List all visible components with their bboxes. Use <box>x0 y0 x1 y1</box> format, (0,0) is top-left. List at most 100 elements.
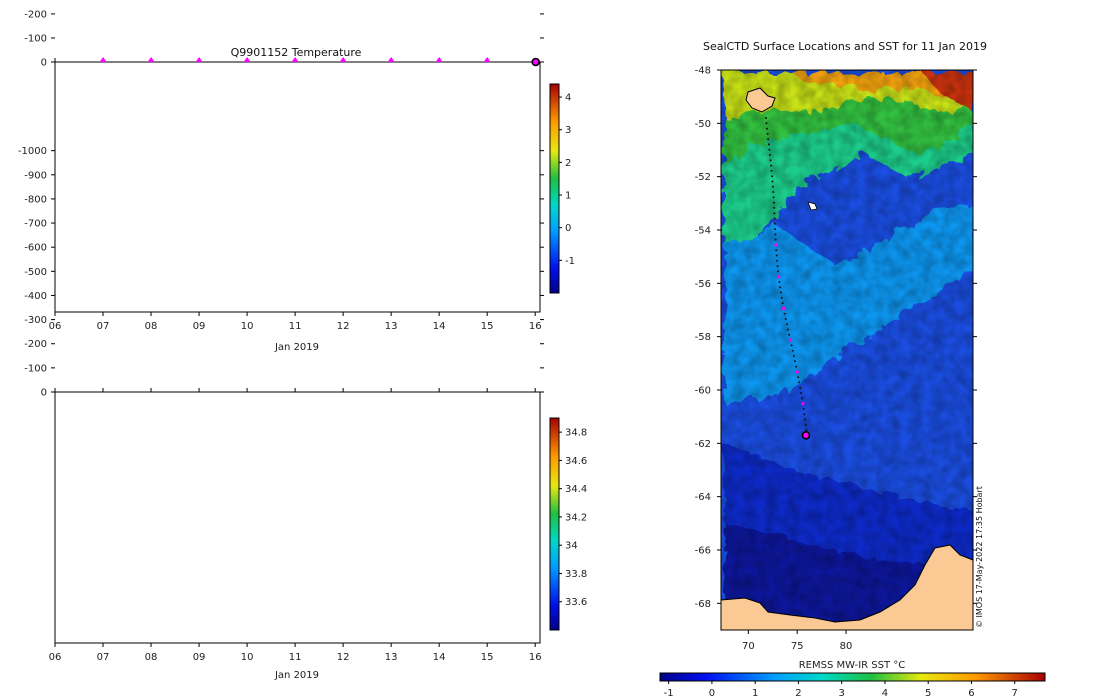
x-tick-label: 16 <box>529 652 542 663</box>
track-point <box>791 349 794 352</box>
track-point <box>773 217 776 220</box>
sst-colorbar-tick-label: 6 <box>968 688 974 699</box>
seal-current-location <box>801 430 811 440</box>
lat-tick-label: -50 <box>695 119 711 130</box>
y-tick-label: -300 <box>24 315 47 326</box>
sst-colorbar-tick-label: 7 <box>1012 688 1018 699</box>
track-point <box>784 318 787 320</box>
x-tick-label: 08 <box>145 321 158 332</box>
map-lon-axis: 70 75 80 <box>742 630 852 652</box>
track-point <box>801 402 805 406</box>
track-point <box>771 180 774 183</box>
sst-colorbar-label: REMSS MW-IR SST °C <box>799 660 906 671</box>
profile-marker <box>99 57 107 62</box>
track-point <box>786 328 789 331</box>
x-tick-label: 11 <box>289 321 302 332</box>
salinity-panel: 0-100-200-300-400-500-600-700-800-900-10… <box>18 146 587 681</box>
colorbar-tick-label: -1 <box>565 256 575 267</box>
lat-tick-label: -58 <box>695 332 711 343</box>
colorbar-tick-label: 33.6 <box>565 597 587 608</box>
track-point <box>772 196 775 199</box>
x-tick-label: 12 <box>337 321 350 332</box>
track-point <box>775 254 778 257</box>
temperature-x-axis: 06 07 08 09 10 11 12 13 14 15 16 <box>49 58 542 332</box>
track-point <box>804 423 807 426</box>
track-point <box>798 381 801 384</box>
sst-colorbar-frame <box>659 672 1046 682</box>
sst-colorbar-ticks: -1 0 1 2 3 4 5 6 7 <box>664 681 1018 699</box>
temperature-title: Q9901152 Temperature <box>231 46 362 59</box>
profile-marker <box>291 57 299 62</box>
colorbar-tick-label: 0 <box>565 223 571 234</box>
temperature-xlabel: Jan 2019 <box>274 342 319 353</box>
track-point <box>795 365 798 368</box>
y-tick-label: -900 <box>24 170 47 181</box>
track-point <box>801 397 803 400</box>
lon-tick-label: 70 <box>742 641 755 652</box>
track-point <box>769 159 772 162</box>
track-point <box>775 249 778 252</box>
x-tick-label: 08 <box>145 652 158 663</box>
x-tick-label: 15 <box>481 321 494 332</box>
colorbar-tick-label: 34.6 <box>565 456 587 467</box>
colorbar-tick-label: 3 <box>565 125 571 136</box>
sst-colorbar-tick-label: 5 <box>925 688 931 699</box>
x-tick-label: 06 <box>49 321 62 332</box>
track-point <box>805 429 808 431</box>
profile-marker <box>147 57 155 62</box>
y-tick-label: 0 <box>41 58 47 69</box>
x-tick-label: 07 <box>97 321 110 332</box>
track-point <box>767 138 770 141</box>
temperature-colorbar-frame <box>549 83 560 294</box>
temperature-colorbar-ticks: 4 3 2 1 0 -1 <box>559 93 575 267</box>
map-frame <box>720 69 974 631</box>
temperature-axes-frame <box>54 61 541 313</box>
x-tick-label: 16 <box>529 321 542 332</box>
current-profile-marker <box>531 57 540 67</box>
track-point <box>804 418 807 421</box>
track-point <box>773 222 776 225</box>
map-lat-axis: -48 -50 -52 -54 -56 -58 -60 -62 -64 -66 -68 <box>695 66 977 610</box>
track-point <box>767 143 770 146</box>
colorbar-tick-label: 2 <box>565 158 571 169</box>
track-point <box>777 270 780 273</box>
lon-tick-label: 80 <box>840 641 853 652</box>
track-point <box>774 233 777 236</box>
track-point <box>799 386 802 389</box>
profile-marker <box>483 57 491 62</box>
lat-tick-label: -48 <box>695 66 711 77</box>
x-tick-label: 10 <box>241 652 254 663</box>
track-point <box>788 338 792 342</box>
colorbar-tick-label: 33.8 <box>565 569 587 580</box>
profile-marker <box>243 57 251 62</box>
antarctic-land <box>721 544 973 630</box>
x-tick-label: 12 <box>337 652 350 663</box>
track-point <box>774 228 777 231</box>
track-point <box>771 175 774 178</box>
salinity-colorbar-ticks: 34.8 34.6 34.4 34.2 34 33.8 33.6 <box>559 428 587 608</box>
temperature-panel: Q9901152 Temperature 0 -100 -200 -300 -400 -5… <box>24 9 575 353</box>
x-tick-label: 10 <box>241 321 254 332</box>
y-tick-label: -700 <box>24 219 47 230</box>
salinity-axes-frame <box>54 391 541 644</box>
sst-map-panel: SealCTD Surface Locations and SST for 11… <box>659 40 1046 699</box>
lat-tick-label: -68 <box>695 599 711 610</box>
lon-tick-label: 75 <box>791 641 804 652</box>
track-point <box>766 127 768 130</box>
profile-marker <box>435 57 443 62</box>
salinity-colorbar-frame <box>549 417 560 631</box>
y-tick-label: -100 <box>24 33 47 44</box>
track-point <box>780 296 783 299</box>
x-tick-label: 07 <box>97 652 110 663</box>
lat-tick-label: -52 <box>695 172 711 183</box>
colorbar-tick-label: 4 <box>565 93 571 104</box>
colorbar-tick-label: 34 <box>565 541 578 552</box>
track-point <box>765 122 768 125</box>
track-point <box>795 370 799 374</box>
track-point <box>793 360 796 363</box>
lat-tick-label: -64 <box>695 492 711 503</box>
sst-colorbar-tick-label: 0 <box>709 688 715 699</box>
track-point <box>776 265 779 268</box>
sst-colorbar-tick-label: 1 <box>752 688 758 699</box>
